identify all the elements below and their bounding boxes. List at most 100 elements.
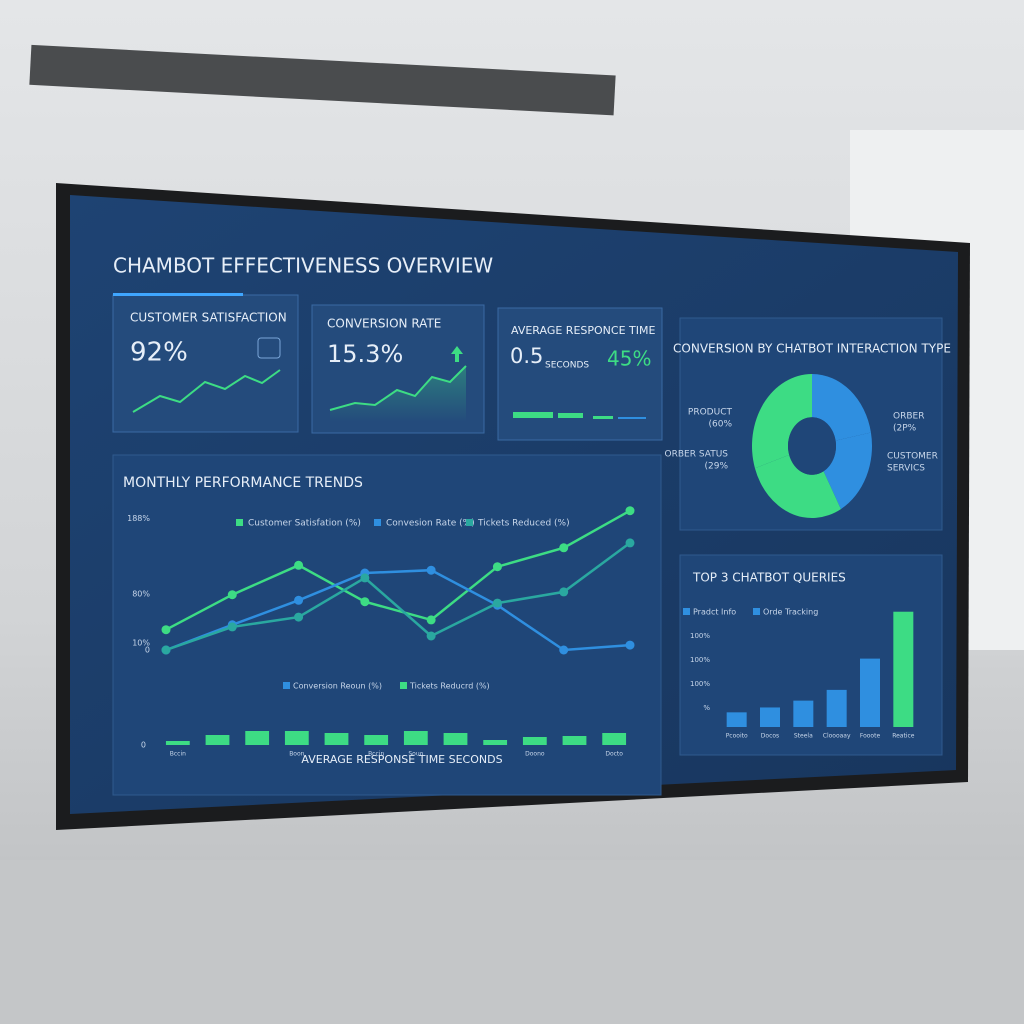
series-line xyxy=(165,568,631,652)
point xyxy=(227,590,237,600)
point xyxy=(161,645,171,655)
point xyxy=(294,612,304,622)
point xyxy=(559,645,569,655)
ceiling-light xyxy=(29,44,616,116)
slice-label: ORBER SATUS xyxy=(665,450,729,460)
kpi-value: 15.3% xyxy=(327,340,403,368)
y-tick-label: 80% xyxy=(132,590,150,599)
sparkbar xyxy=(618,417,646,419)
legend-swatch xyxy=(683,608,690,615)
bar xyxy=(793,700,814,727)
slice-label: (60% xyxy=(708,420,732,430)
point xyxy=(559,587,569,597)
card-accent xyxy=(113,293,243,296)
x-tick-label: Steela xyxy=(794,733,813,740)
y-tick-label: 100% xyxy=(690,680,710,688)
y-tick-label: % xyxy=(703,704,710,712)
sparkbar xyxy=(558,413,583,418)
chart-title: TOP 3 CHATBOT QUERIES xyxy=(692,571,846,585)
bar xyxy=(284,731,309,745)
sparkline xyxy=(132,369,281,413)
point xyxy=(360,597,370,607)
kpi-unit: SECONDS xyxy=(545,361,589,371)
point xyxy=(227,622,237,632)
donut-hole xyxy=(788,417,836,475)
point xyxy=(492,598,502,608)
legend-label: Conversion Reoun (%) xyxy=(293,682,382,691)
bar xyxy=(324,733,349,745)
x-tick-label: Souo xyxy=(408,751,423,758)
y-tick-label: 0 xyxy=(145,646,150,655)
x-tick-label: Pcooito xyxy=(726,733,748,740)
kpi-label: AVERAGE RESPONCE TIME xyxy=(511,324,655,337)
y-tick-label: 0 xyxy=(141,741,146,750)
bar xyxy=(602,733,627,745)
x-tick-label: Doono xyxy=(525,751,545,758)
kpi-card xyxy=(112,294,299,433)
x-tick-label: Cloooaay xyxy=(823,733,851,740)
legend-label: Orde Tracking xyxy=(763,608,818,617)
bar xyxy=(483,740,508,745)
bar xyxy=(893,611,914,727)
up-arrow xyxy=(451,346,463,362)
slice-label: PRODUCT xyxy=(688,408,733,418)
chart-title: AVERAGE RESPONSE TIME SECONDS xyxy=(301,753,502,766)
point xyxy=(625,640,635,650)
point xyxy=(294,595,304,605)
x-tick-label: Boon xyxy=(289,751,304,758)
bar xyxy=(205,735,230,745)
bar xyxy=(165,741,190,745)
y-tick-label: 10% xyxy=(132,639,150,648)
thumb-icon xyxy=(257,337,281,359)
legend-swatch xyxy=(400,682,407,689)
legend-label: Convesion Rate (%) xyxy=(386,519,475,529)
point xyxy=(625,538,635,548)
legend-swatch xyxy=(466,519,473,526)
donut-slice xyxy=(812,373,871,441)
legend-swatch xyxy=(374,519,381,526)
sparkbar xyxy=(593,416,613,419)
series-line xyxy=(165,541,631,652)
bar xyxy=(443,733,468,745)
bar xyxy=(760,707,780,727)
point xyxy=(294,560,304,570)
kpi-label: CUSTOMER SATISFACTION xyxy=(130,311,287,325)
desks xyxy=(0,860,1024,1024)
slice-label: SERVICS xyxy=(887,464,925,474)
slice-label: (29% xyxy=(704,462,728,472)
point xyxy=(625,506,635,516)
point xyxy=(492,562,502,572)
y-tick-label: 188% xyxy=(127,514,150,523)
x-tick-label: Fooote xyxy=(860,733,881,740)
x-tick-label: Docos xyxy=(761,733,779,740)
bar xyxy=(860,658,880,727)
bar xyxy=(245,731,270,745)
donut-slice xyxy=(823,432,873,510)
sparkline-area xyxy=(330,366,466,422)
point xyxy=(426,565,436,575)
y-tick-label: 100% xyxy=(690,656,710,664)
x-tick-label: Bccin xyxy=(170,751,186,758)
legend-swatch xyxy=(283,682,290,689)
series-line xyxy=(165,509,631,631)
y-tick-label: 100% xyxy=(690,632,710,640)
kpi-change: 45% xyxy=(607,347,651,371)
slice-label: ORBER xyxy=(893,412,924,422)
donut-slice xyxy=(752,374,812,469)
bar xyxy=(562,736,587,745)
legend-swatch xyxy=(753,608,760,615)
sparkbar xyxy=(513,412,553,418)
x-tick-label: Reatice xyxy=(892,733,915,740)
slice-label: (2P% xyxy=(893,424,917,434)
point xyxy=(161,625,171,635)
point xyxy=(426,615,436,625)
x-tick-label: Docto xyxy=(605,751,623,758)
chart-title: MONTHLY PERFORMANCE TRENDS xyxy=(123,475,363,491)
legend-label: Tickets Reducrd (%) xyxy=(409,682,490,691)
bar xyxy=(403,731,428,745)
kpi-value: 0.5 xyxy=(510,344,543,368)
legend-swatch xyxy=(236,519,243,526)
point xyxy=(360,573,370,583)
x-tick-label: Bccin xyxy=(368,751,384,758)
